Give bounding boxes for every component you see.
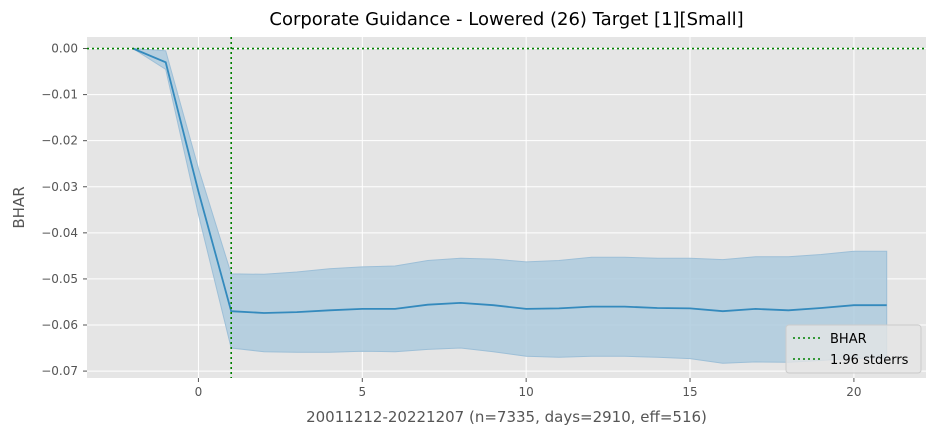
chart-title: Corporate Guidance - Lowered (26) Target… (269, 9, 743, 30)
legend: BHAR 1.96 stderrs (785, 324, 922, 374)
x-tick-label: 15 (682, 385, 697, 399)
legend-box (785, 324, 922, 374)
y-tick-label: −0.04 (41, 226, 78, 240)
y-tick-label: 0.00 (51, 42, 78, 56)
y-tick-label: −0.01 (41, 88, 78, 102)
y-axis-ticks: 0.00 −0.01 −0.02 −0.03 −0.04 −0.05 −0.06 −0.07 (41, 42, 87, 378)
x-tick-label: 0 (195, 385, 203, 399)
x-tick-label: 5 (358, 385, 366, 399)
legend-label-stderrs: 1.96 stderrs (830, 353, 909, 368)
x-axis-label: 20011212-20221207 (n=7335, days=2910, ef… (306, 408, 707, 426)
x-axis-ticks: 0 5 10 15 20 (195, 378, 862, 399)
y-axis-label: BHAR (10, 186, 28, 228)
legend-label-bhar: BHAR (830, 332, 867, 347)
y-tick-label: −0.07 (41, 364, 78, 378)
y-tick-label: −0.06 (41, 318, 78, 332)
bhar-series-line (132, 47, 887, 314)
x-tick-label: 20 (846, 385, 861, 399)
y-tick-label: −0.02 (41, 134, 78, 148)
x-tick-label: 10 (519, 385, 534, 399)
y-tick-label: −0.03 (41, 180, 78, 194)
y-tick-label: −0.05 (41, 272, 78, 286)
